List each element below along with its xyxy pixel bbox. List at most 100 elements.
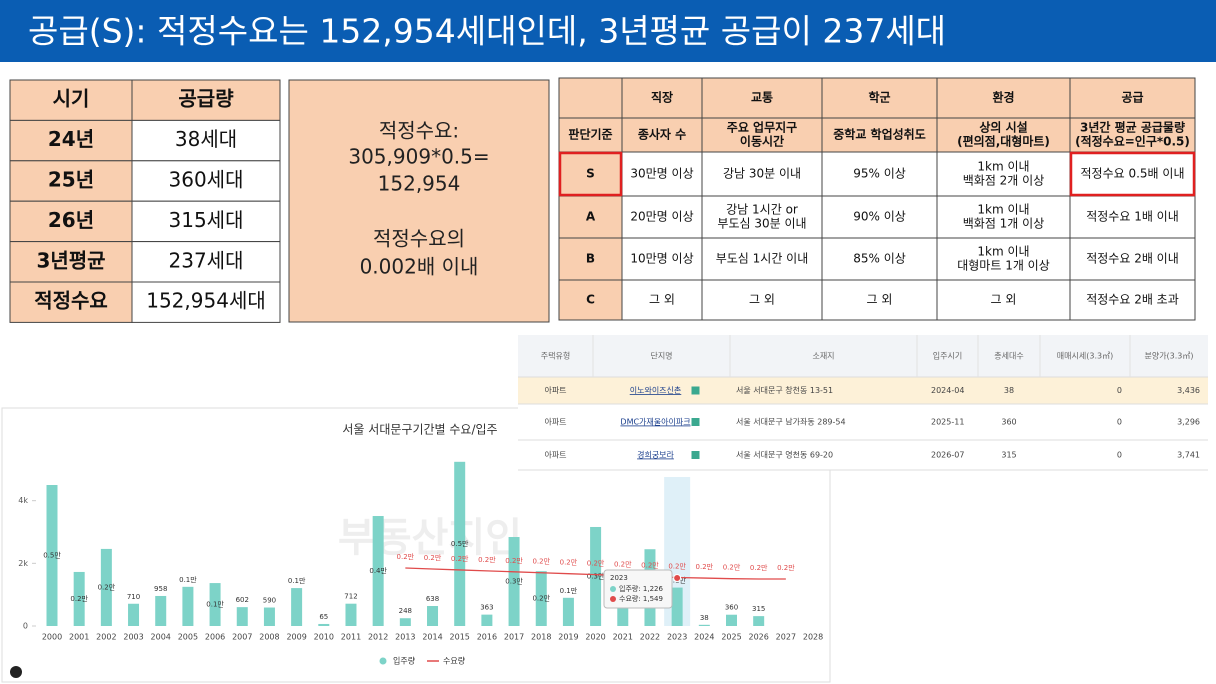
bar-label: 0.4만 [369, 566, 387, 575]
table-text: 서울 서대문구 남가좌동 289-54 [736, 418, 846, 427]
table-cell [821, 77, 938, 119]
x-tick-label: 2004 [151, 633, 171, 642]
x-tick-label: 2001 [69, 633, 89, 642]
table-cell [621, 117, 703, 153]
bar-label: 0.5만 [43, 551, 61, 560]
hover-dot [673, 574, 682, 582]
table-text: 360세대 [169, 168, 244, 192]
bar [236, 607, 248, 626]
bar-label: 0.1만 [179, 575, 197, 584]
table-text[interactable]: 이노와이즈신촌 [630, 385, 682, 395]
highlight-box [1069, 151, 1196, 197]
table-text: 대형마트 1개 이상 [957, 259, 1050, 273]
bar [535, 571, 547, 626]
tooltip [603, 569, 673, 609]
table-text: 10만명 이상 [630, 252, 693, 266]
table-cell [1069, 279, 1196, 321]
table-text: 종사자 수 [638, 127, 686, 142]
table-text: 1km 이내 [977, 160, 1029, 174]
line-label: 0.2만 [560, 558, 578, 567]
table-text: 백화점 1개 이상 [963, 217, 1045, 231]
table-text: 그 외 [991, 293, 1017, 307]
listing-row-highlight [518, 377, 1208, 404]
table-cell [9, 119, 133, 162]
table-text[interactable]: 경희궁보라 [637, 450, 674, 460]
listing-header-bg [518, 335, 1208, 377]
table-text: 3,436 [1177, 386, 1200, 395]
line-label: 0.2만 [641, 560, 659, 569]
line-label: 0.2만 [777, 563, 795, 572]
x-tick-label: 2024 [694, 633, 714, 642]
line-label: 0.2만 [397, 552, 415, 561]
table-cell [131, 200, 281, 243]
table-text: 부도심 1시간 이내 [716, 252, 809, 266]
table-cell [701, 151, 823, 197]
bar-label: 0.5만 [451, 539, 469, 548]
table-text: 강남 1시간 or [726, 203, 798, 217]
table-cell [1069, 77, 1196, 119]
line-label: 0.2만 [532, 557, 550, 566]
table-text: B [586, 252, 595, 266]
bar-label: 0.1만 [206, 600, 224, 609]
table-cell [1069, 151, 1196, 197]
table-cell [701, 237, 823, 281]
table-text: 적정수요 0.5배 이내 [1081, 167, 1185, 181]
x-tick-label: 2025 [721, 633, 741, 642]
table-cell [131, 281, 281, 323]
bar [590, 526, 602, 626]
x-tick-label: 2008 [259, 633, 279, 642]
table-cell [621, 151, 703, 197]
table-cell [131, 241, 281, 283]
table-text: 3년평균 [36, 248, 105, 272]
table-text: 이동시간 [740, 134, 784, 149]
table-cell [9, 241, 133, 283]
bar [291, 588, 303, 626]
table-cell [821, 117, 938, 153]
table-text: 3,296 [1177, 418, 1200, 427]
formula-text: 305,909*0.5= [348, 145, 489, 169]
bar [46, 485, 58, 626]
x-tick-label: 2022 [640, 633, 660, 642]
table-text: 상의 시설 [979, 120, 1027, 135]
map-icon [691, 451, 700, 459]
table-cell [558, 77, 623, 119]
table-text: 0 [1117, 418, 1122, 427]
x-tick-label: 2021 [613, 633, 633, 642]
bar-label: 602 [236, 596, 249, 604]
legend-label: 입주량 [393, 656, 416, 666]
table-cell [9, 79, 133, 121]
x-tick-label: 2009 [286, 633, 306, 642]
bar-label: 958 [154, 585, 167, 593]
bar [100, 548, 112, 626]
map-icon [691, 418, 700, 426]
table-text: 1km 이내 [977, 203, 1029, 217]
x-tick-label: 2000 [42, 633, 62, 642]
bar-label: 638 [426, 595, 439, 603]
listing-row-bg [518, 404, 1208, 470]
table-text: 26년 [48, 208, 94, 232]
bar [372, 516, 384, 626]
table-text[interactable]: DMC가재울아이파크 [620, 417, 690, 427]
tooltip-text: 입주량: 1,226 [619, 585, 663, 593]
bar [508, 537, 520, 626]
chart-panel [1, 407, 831, 683]
table-text: 30만명 이상 [630, 167, 693, 181]
tooltip-text: 수요량: 1,549 [619, 595, 663, 603]
bar [209, 583, 221, 626]
bar [318, 623, 330, 626]
line-label: 0.2만 [587, 559, 605, 568]
table-cell [1069, 117, 1196, 153]
formula-text: 적정수요: [379, 119, 459, 143]
bar-label: 712 [344, 593, 357, 601]
column-header: 매매시세(3.3㎡) [1057, 352, 1113, 361]
table-cell [131, 79, 281, 121]
table-text: S [586, 167, 595, 181]
header-bar [0, 0, 1216, 62]
table-text: 아파트 [544, 417, 566, 427]
table-cell [558, 151, 623, 197]
bar [73, 571, 85, 626]
y-tick-label: 4k [18, 496, 28, 505]
header-title: 공급(S): 적정수요는 152,954세대인데, 3년평균 공급이 237세대 [28, 12, 946, 51]
table-text: A [586, 210, 596, 224]
